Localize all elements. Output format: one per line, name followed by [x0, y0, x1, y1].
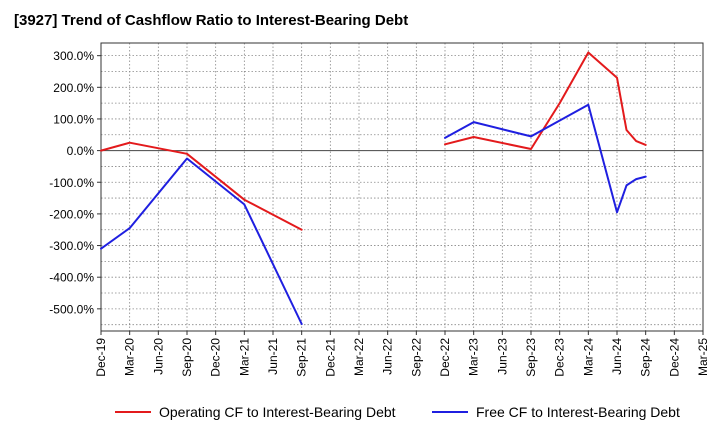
legend-label-free-cf: Free CF to Interest-Bearing Debt	[476, 404, 680, 420]
x-tick-label: Sep-23	[524, 338, 538, 377]
y-tick-label: 0.0%	[67, 144, 95, 158]
series-line-free-cf	[444, 103, 647, 214]
y-tick-label: -100.0%	[49, 176, 94, 190]
x-tick-label: Jun-23	[495, 338, 509, 375]
chart-legend: Operating CF to Interest-Bearing Debt Fr…	[0, 404, 720, 426]
x-tick-label: Sep-21	[295, 338, 309, 377]
y-tick-label: 300.0%	[53, 49, 94, 63]
x-tick-label: Mar-20	[123, 338, 137, 376]
x-tick-label: Dec-21	[323, 338, 337, 377]
series-line-operating-cf	[444, 51, 647, 150]
x-tick-label: Sep-24	[639, 338, 653, 377]
y-tick-label: -300.0%	[49, 239, 94, 253]
x-tick-label: Sep-20	[180, 338, 194, 377]
x-tick-label: Dec-20	[209, 338, 223, 377]
y-tick-label: 200.0%	[53, 81, 94, 95]
x-tick-label: Dec-23	[553, 338, 567, 377]
series-line-operating-cf	[100, 141, 303, 231]
legend-swatch-free-cf	[432, 411, 468, 413]
legend-item-operating-cf: Operating CF to Interest-Bearing Debt	[115, 404, 396, 420]
y-tick-label: -500.0%	[49, 302, 94, 316]
x-tick-label: Mar-22	[352, 338, 366, 376]
x-tick-label: Dec-24	[667, 338, 681, 377]
plot-background	[101, 43, 703, 331]
legend-label-operating-cf: Operating CF to Interest-Bearing Debt	[159, 404, 396, 420]
x-tick-label: Dec-19	[94, 338, 108, 377]
legend-swatch-operating-cf	[115, 411, 151, 413]
y-tick-label: 100.0%	[53, 112, 94, 126]
x-tick-label: Jun-22	[381, 338, 395, 375]
series-line-free-cf	[100, 157, 303, 325]
x-tick-label: Mar-25	[696, 338, 710, 376]
plot-border	[100, 42, 704, 332]
x-tick-label: Jun-21	[266, 338, 280, 375]
x-tick-label: Mar-24	[581, 338, 595, 376]
x-tick-label: Mar-23	[467, 338, 481, 376]
y-tick-label: -400.0%	[49, 271, 94, 285]
x-tick-label: Sep-22	[409, 338, 423, 377]
chart-title: [3927] Trend of Cashflow Ratio to Intere…	[14, 12, 409, 29]
x-tick-label: Mar-21	[237, 338, 251, 376]
x-tick-label: Dec-22	[438, 338, 452, 377]
x-tick-label: Jun-24	[610, 338, 624, 375]
x-tick-label: Jun-20	[151, 338, 165, 375]
legend-item-free-cf: Free CF to Interest-Bearing Debt	[432, 404, 680, 420]
y-tick-label: -200.0%	[49, 207, 94, 221]
